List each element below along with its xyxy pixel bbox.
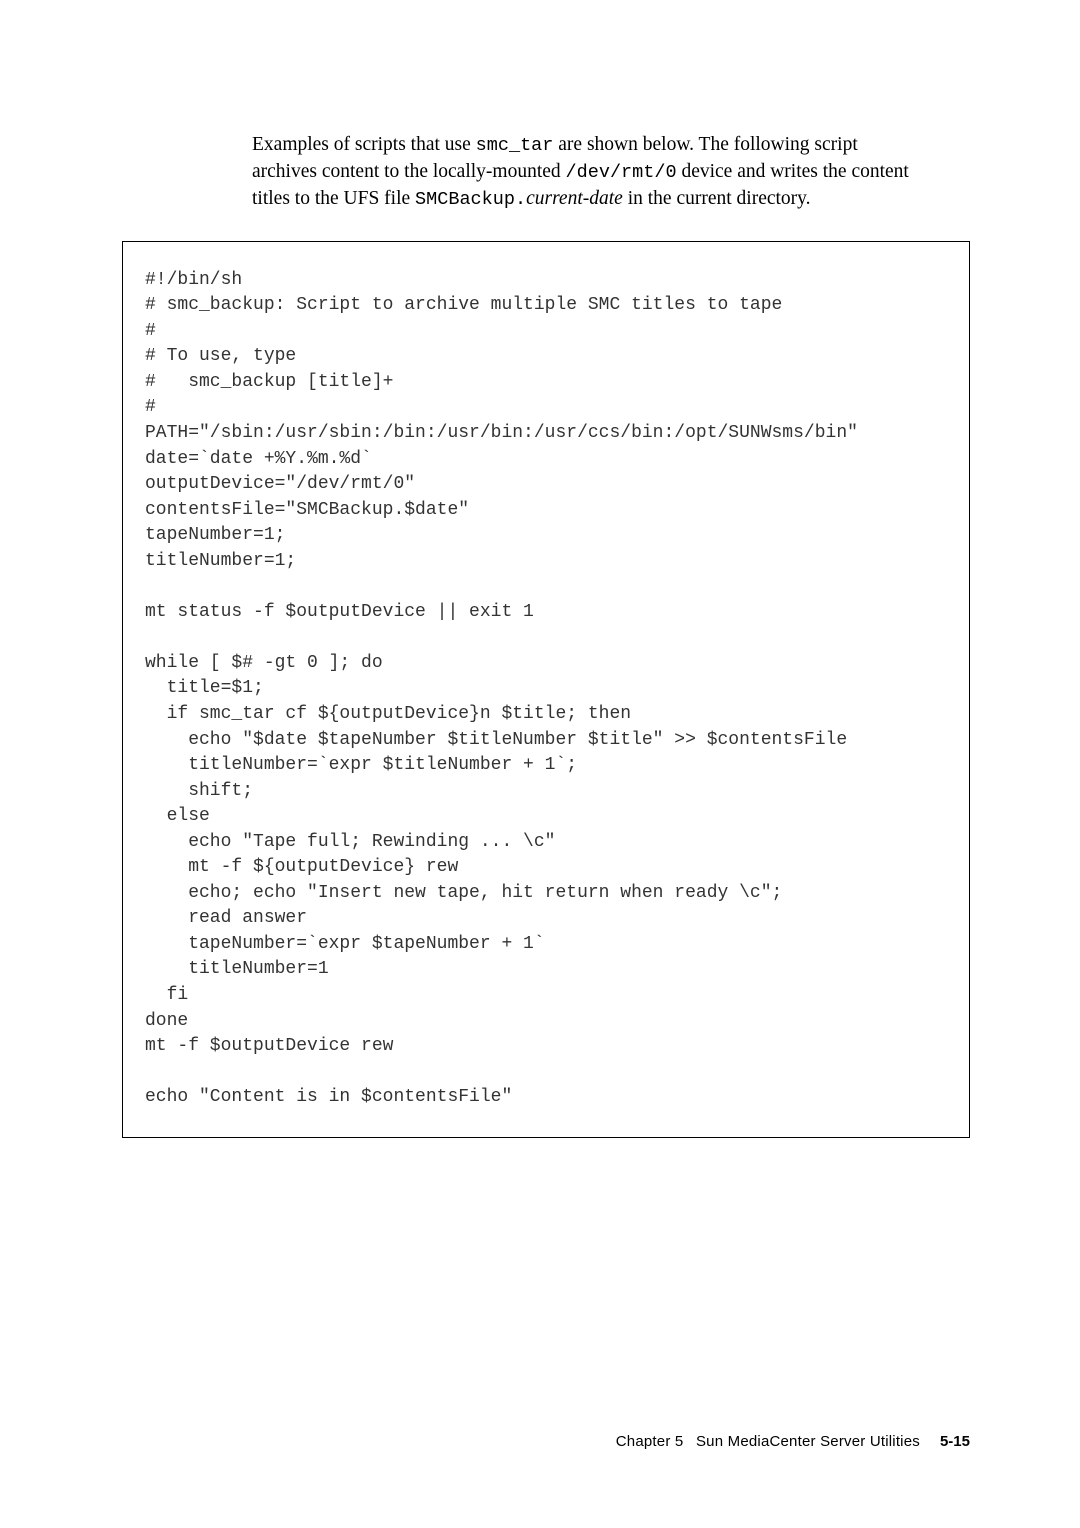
code-listing: #!/bin/sh # smc_backup: Script to archiv… [122,241,970,1138]
code-line: if smc_tar cf ${outputDevice}n $title; t… [145,704,631,724]
intro-code: SMCBackup. [415,189,526,210]
intro-code: smc_tar [476,135,554,156]
code-line: title=$1; [145,678,264,698]
code-line: read answer [145,908,307,928]
code-line: # smc_backup [title]+ [145,372,393,392]
code-line: fi [145,985,188,1005]
footer-title: Sun MediaCenter Server Utilities [696,1433,920,1450]
page-container: Examples of scripts that use smc_tar are… [0,0,1080,1138]
code-line: # [145,397,156,417]
code-line: tapeNumber=1; [145,525,285,545]
code-line: date=`date +%Y.%m.%d` [145,449,372,469]
intro-paragraph: Examples of scripts that use smc_tar are… [252,132,970,213]
code-line: done [145,1011,188,1031]
code-line: titleNumber=`expr $titleNumber + 1`; [145,755,577,775]
code-line: titleNumber=1 [145,959,329,979]
intro-text: in the current directory. [623,188,811,209]
intro-text: archives content to the locally-mounted [252,161,566,182]
intro-text: are shown below. The following script [553,134,857,155]
code-line: mt -f $outputDevice rew [145,1036,393,1056]
code-line: outputDevice="/dev/rmt/0" [145,474,415,494]
intro-text: titles to the UFS file [252,188,415,209]
intro-text: Examples of scripts that use [252,134,476,155]
intro-code: /dev/rmt/0 [566,162,677,183]
page-footer: Chapter 5 Sun MediaCenter Server Utiliti… [616,1433,970,1450]
code-line: #!/bin/sh [145,270,242,290]
footer-chapter: Chapter 5 [616,1433,684,1450]
intro-text: device and writes the content [677,161,909,182]
code-line: contentsFile="SMCBackup.$date" [145,500,469,520]
code-line: echo "Content is in $contentsFile" [145,1087,512,1107]
code-line: else [145,806,210,826]
code-line: echo "Tape full; Rewinding ... \c" [145,832,555,852]
code-line: while [ $# -gt 0 ]; do [145,653,383,673]
code-line: shift; [145,781,253,801]
code-line: titleNumber=1; [145,551,296,571]
code-line: echo; echo "Insert new tape, hit return … [145,883,782,903]
code-line: # smc_backup: Script to archive multiple… [145,295,782,315]
footer-page-number: 5-15 [940,1433,970,1450]
code-line: mt status -f $outputDevice || exit 1 [145,602,534,622]
intro-italic: current-date [526,188,623,209]
code-line: # [145,321,156,341]
code-line: PATH="/sbin:/usr/sbin:/bin:/usr/bin:/usr… [145,423,858,443]
code-line: mt -f ${outputDevice} rew [145,857,458,877]
code-line: # To use, type [145,346,296,366]
code-line: tapeNumber=`expr $tapeNumber + 1` [145,934,545,954]
code-line: echo "$date $tapeNumber $titleNumber $ti… [145,730,847,750]
